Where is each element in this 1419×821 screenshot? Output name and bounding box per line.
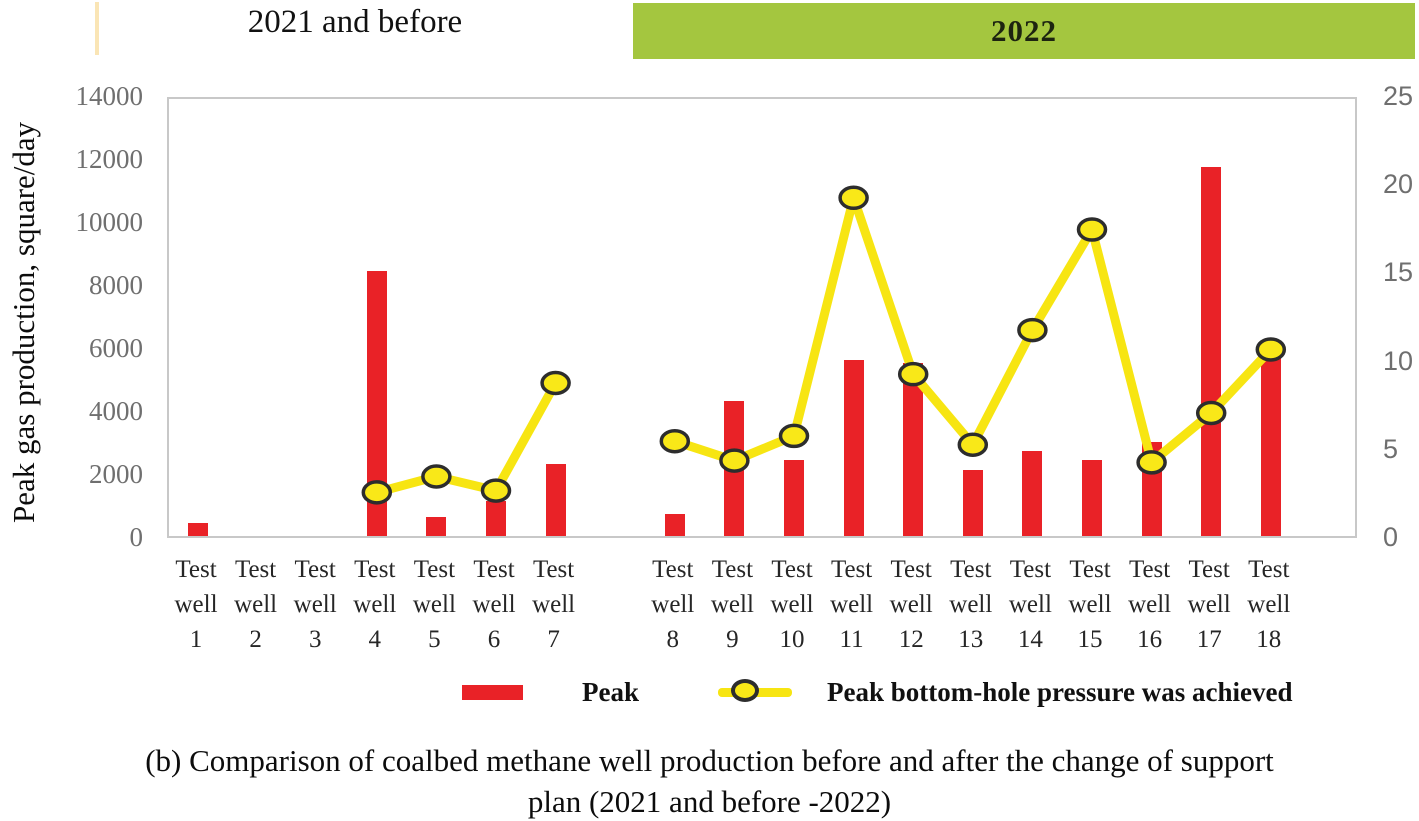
right-tick-10: 10 bbox=[1383, 345, 1414, 376]
right-tick-20: 20 bbox=[1383, 169, 1414, 200]
x-label-test-well-6: Test well 6 bbox=[472, 556, 516, 653]
left-tick-8000: 8000 bbox=[89, 270, 143, 300]
legend-line-marker-icon bbox=[731, 679, 759, 702]
bar-test-well-1 bbox=[188, 523, 208, 536]
marker-test-well-6 bbox=[480, 478, 512, 503]
x-label-test-well-12: Test well 12 bbox=[889, 556, 933, 653]
left-tick-10000: 10000 bbox=[75, 207, 144, 237]
left-tick-4000: 4000 bbox=[89, 396, 143, 426]
right-tick-5: 5 bbox=[1383, 433, 1399, 464]
x-label-test-well-4: Test well 4 bbox=[353, 556, 397, 653]
bar-test-well-13 bbox=[962, 469, 983, 536]
left-tick-0: 0 bbox=[129, 522, 144, 552]
marker-test-well-5 bbox=[421, 464, 452, 489]
bar-test-well-5 bbox=[426, 517, 447, 536]
figure-caption: (b) Comparison of coalbed methane well p… bbox=[0, 740, 1419, 821]
label-2022: 2022 bbox=[991, 13, 1057, 48]
bar-test-well-6 bbox=[486, 501, 506, 536]
marker-test-well-7 bbox=[540, 370, 571, 396]
left-tick-12000: 12000 bbox=[75, 144, 144, 174]
x-label-test-well-5: Test well 5 bbox=[412, 556, 456, 653]
x-label-test-well-14: Test well 14 bbox=[1008, 556, 1052, 653]
pressure-line-series bbox=[361, 185, 1287, 505]
marker-test-well-8 bbox=[659, 428, 691, 454]
bar-test-well-10 bbox=[784, 460, 804, 536]
x-label-test-well-17: Test well 17 bbox=[1187, 556, 1231, 653]
bar-test-well-15 bbox=[1082, 460, 1102, 536]
legend-line-swatch bbox=[718, 679, 792, 702]
x-label-test-well-8: Test well 8 bbox=[651, 556, 695, 653]
x-label-test-well-1: Test well 1 bbox=[174, 556, 218, 653]
plot-area bbox=[167, 97, 1357, 538]
legend-bar-label: Peak bbox=[582, 677, 639, 707]
left-tick-2000: 2000 bbox=[89, 459, 143, 489]
y-axis-title: Peak gas production, square/day bbox=[6, 121, 41, 524]
caption-line-2: plan (2021 and before -2022) bbox=[527, 784, 892, 819]
x-label-test-well-9: Test well 9 bbox=[710, 556, 754, 653]
bar-test-well-14 bbox=[1022, 450, 1043, 536]
band-2021-edge bbox=[95, 2, 99, 55]
bar-test-well-18 bbox=[1260, 350, 1281, 536]
right-tick-15: 15 bbox=[1383, 257, 1414, 288]
x-label-test-well-3: Test well 3 bbox=[293, 556, 337, 653]
left-tick-6000: 6000 bbox=[89, 333, 143, 363]
bar-test-well-8 bbox=[664, 513, 685, 536]
bar-test-well-9 bbox=[724, 400, 745, 536]
marker-test-well-14 bbox=[1017, 317, 1048, 343]
legend-bar-swatch bbox=[462, 685, 523, 700]
x-label-test-well-15: Test well 15 bbox=[1068, 556, 1112, 653]
x-label-test-well-18: Test well 18 bbox=[1247, 556, 1291, 653]
x-label-test-well-7: Test well 7 bbox=[532, 556, 576, 653]
left-tick-14000: 14000 bbox=[75, 81, 144, 111]
marker-test-well-13 bbox=[957, 432, 989, 457]
x-label-test-well-11: Test well 11 bbox=[830, 556, 874, 653]
legend-line-label: Peak bottom-hole pressure was achieved bbox=[827, 677, 1293, 707]
right-tick-25: 25 bbox=[1383, 81, 1414, 111]
x-label-test-well-10: Test well 10 bbox=[770, 556, 814, 653]
bar-test-well-12 bbox=[903, 362, 924, 536]
marker-test-well-10 bbox=[778, 423, 810, 449]
marker-test-well-15 bbox=[1076, 217, 1108, 242]
band-2022: 2022 bbox=[633, 3, 1415, 59]
x-label-test-well-13: Test well 13 bbox=[949, 556, 993, 653]
label-2021-and-before: 2021 and before bbox=[247, 4, 463, 40]
caption-line-1: (b) Comparison of coalbed methane well p… bbox=[145, 743, 1274, 778]
bar-test-well-17 bbox=[1201, 167, 1222, 536]
marker-test-well-11 bbox=[838, 185, 869, 211]
x-label-test-well-2: Test well 2 bbox=[234, 556, 278, 653]
right-tick-0: 0 bbox=[1383, 522, 1399, 552]
bar-test-well-4 bbox=[366, 271, 387, 536]
bar-test-well-11 bbox=[843, 359, 864, 536]
x-label-test-well-16: Test well 16 bbox=[1128, 556, 1172, 653]
bar-test-well-16 bbox=[1141, 441, 1162, 536]
bar-test-well-7 bbox=[545, 463, 566, 536]
